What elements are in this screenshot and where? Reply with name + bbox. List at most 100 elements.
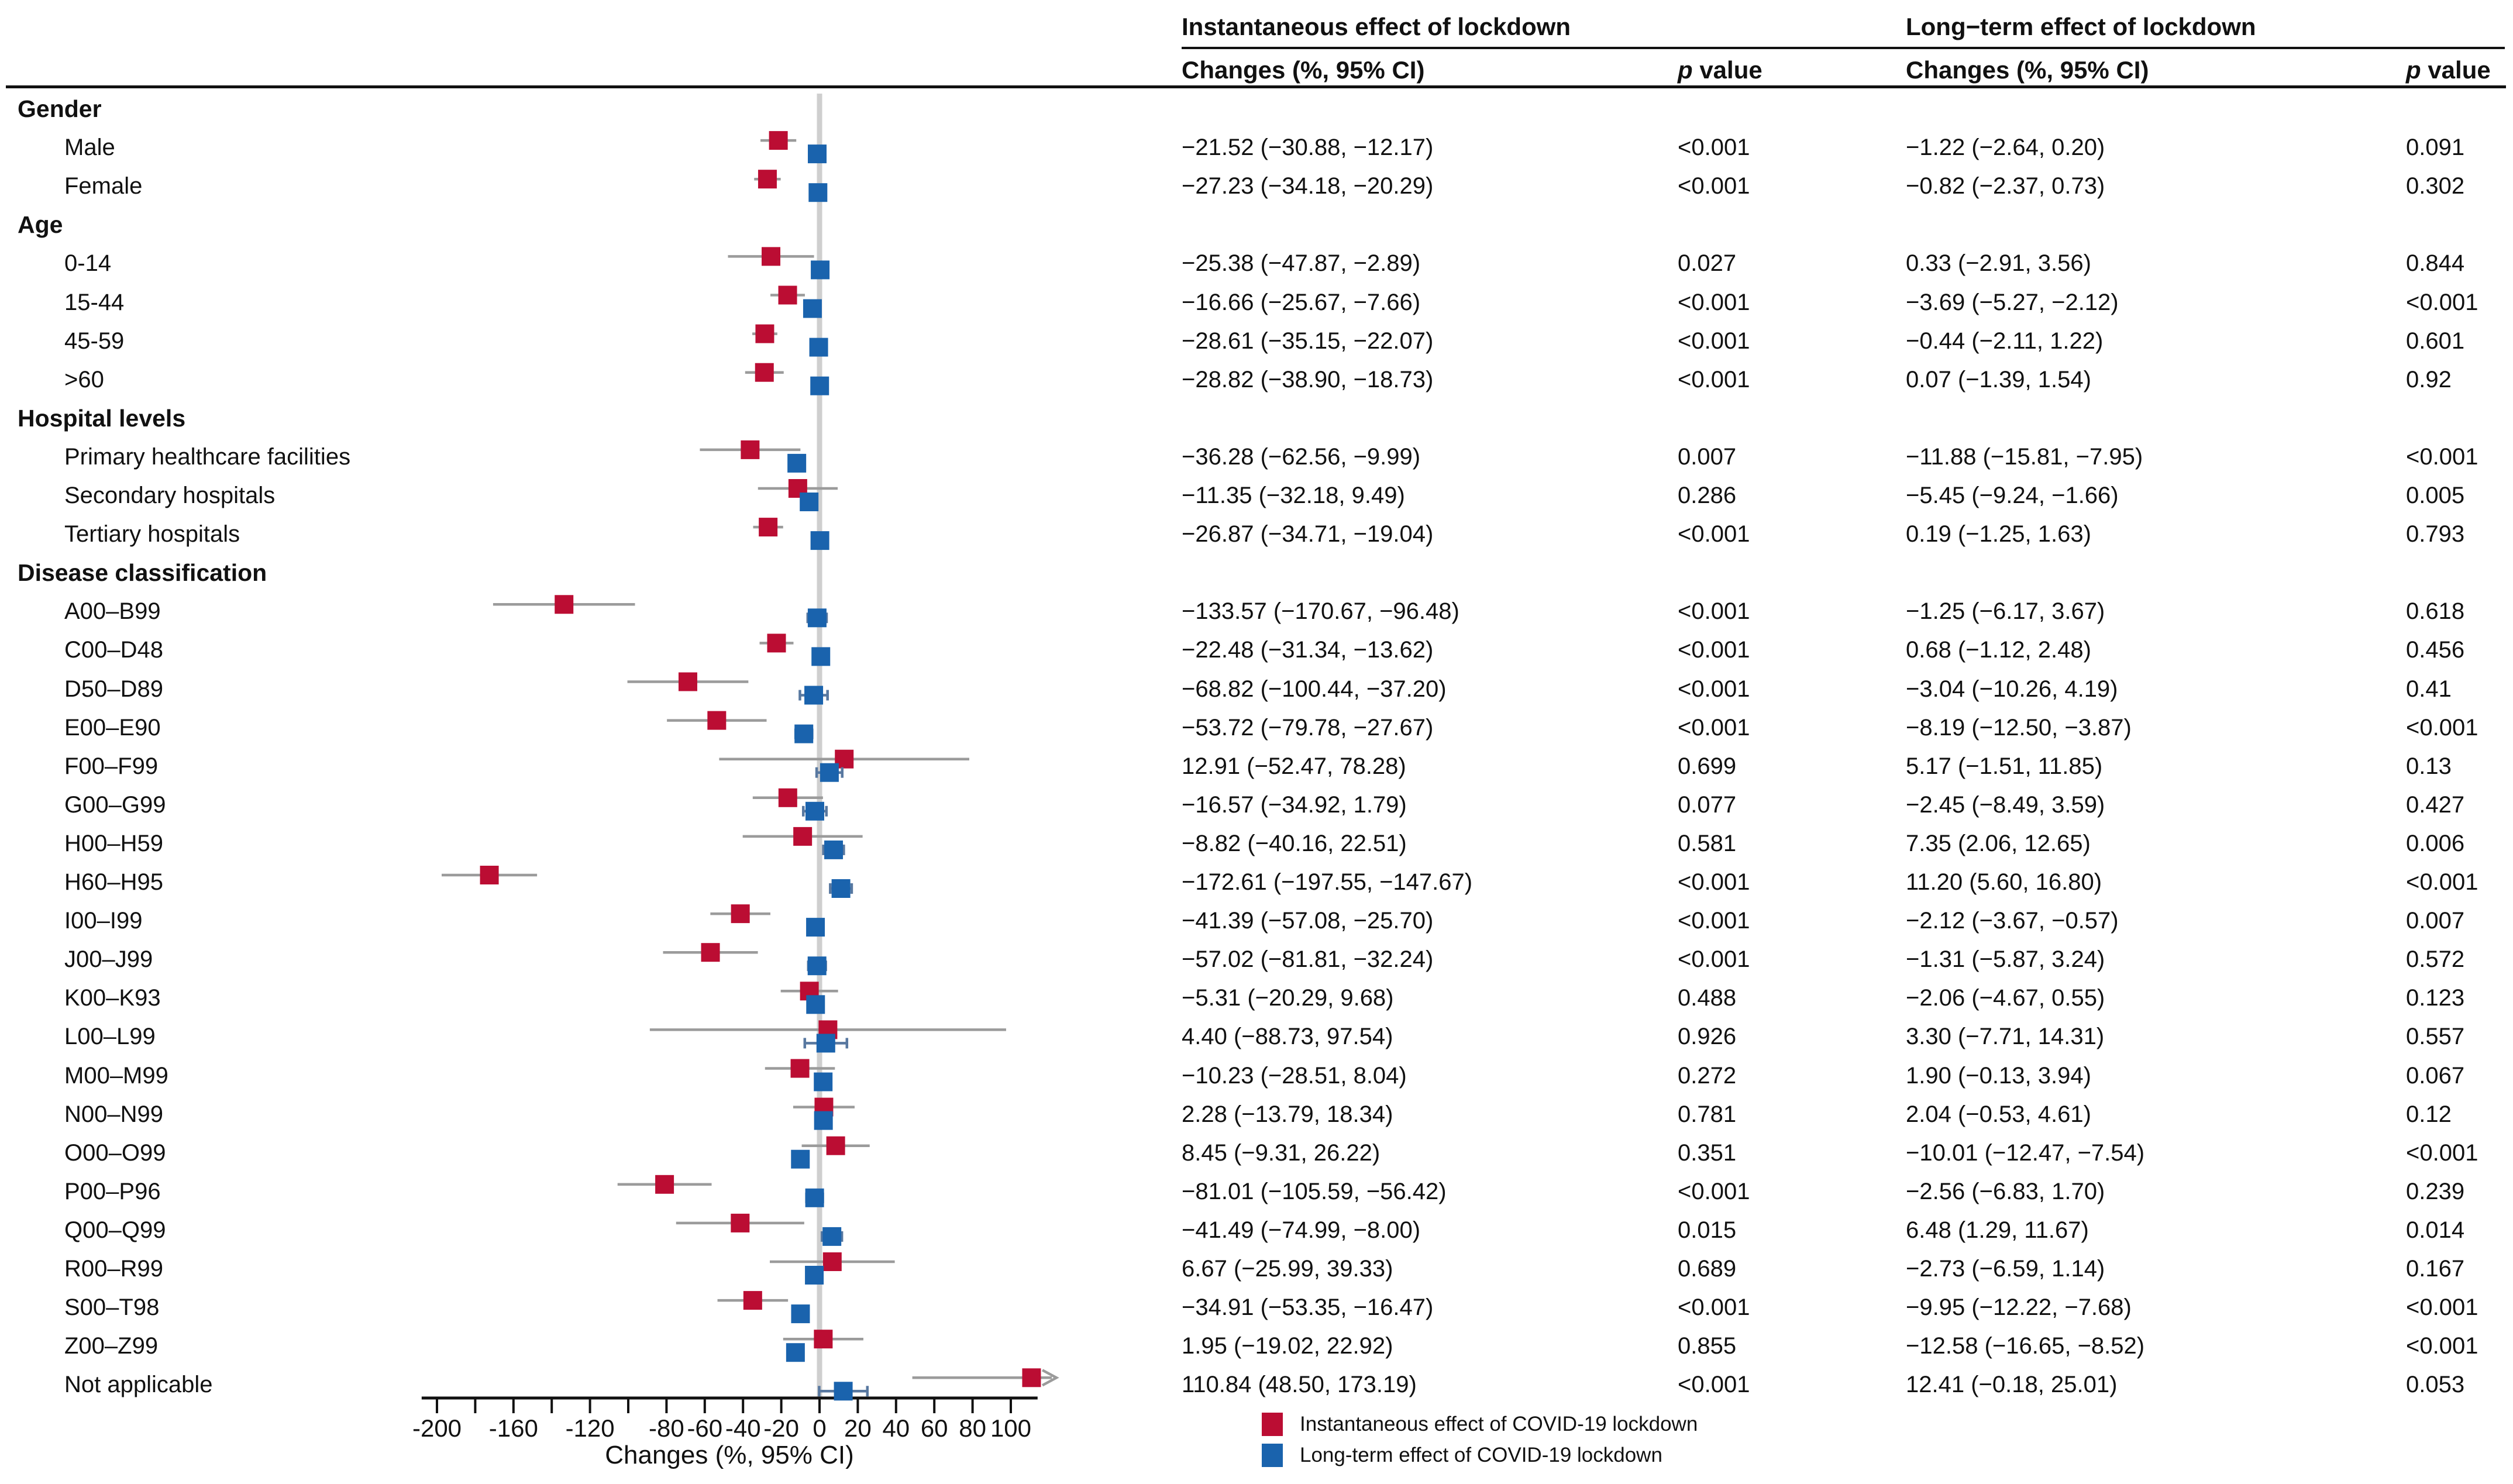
cell-p-instantaneous: <0.001 xyxy=(1678,135,1750,161)
x-axis-tick-label: -60 xyxy=(687,1414,722,1442)
cell-changes-longterm: −0.82 (−2.37, 0.73) xyxy=(1906,173,2105,199)
point-marker-longterm xyxy=(808,144,827,164)
cell-p-instantaneous: 0.272 xyxy=(1678,1062,1737,1089)
point-marker-longterm xyxy=(806,995,825,1014)
point-marker-instantaneous xyxy=(793,827,813,846)
cell-p-instantaneous: 0.007 xyxy=(1678,443,1737,470)
cell-changes-longterm: −1.31 (−5.87, 3.24) xyxy=(1906,946,2105,973)
point-marker-instantaneous xyxy=(678,672,697,691)
header-rule-top xyxy=(1182,47,2505,49)
point-marker-longterm xyxy=(808,183,828,202)
point-marker-instantaneous xyxy=(731,1213,750,1232)
point-marker-instantaneous xyxy=(755,324,774,343)
point-marker-longterm xyxy=(834,1382,853,1401)
cell-p-instantaneous: 0.015 xyxy=(1678,1217,1737,1243)
cell-p-instantaneous: <0.001 xyxy=(1678,598,1750,625)
point-marker-longterm xyxy=(805,1266,824,1285)
x-axis-tick-label: 40 xyxy=(882,1414,910,1442)
cell-changes-longterm: −2.56 (−6.83, 1.70) xyxy=(1906,1178,2105,1204)
cell-changes-longterm: 11.20 (5.60, 16.80) xyxy=(1906,869,2102,895)
cell-p-longterm: 0.92 xyxy=(2406,366,2452,392)
cell-p-longterm: <0.001 xyxy=(2406,1294,2478,1321)
point-marker-instantaneous xyxy=(762,247,781,266)
point-marker-longterm xyxy=(811,647,831,666)
cell-p-instantaneous: <0.001 xyxy=(1678,676,1750,702)
section-header: Hospital levels xyxy=(18,404,186,432)
cell-changes-longterm: 1.90 (−0.13, 3.94) xyxy=(1906,1062,2091,1089)
x-axis-tick-label: 0 xyxy=(813,1414,826,1442)
point-marker-longterm xyxy=(831,879,851,898)
cell-p-longterm: 0.167 xyxy=(2406,1256,2465,1282)
point-marker-longterm xyxy=(791,1304,810,1324)
row-label: Secondary hospitals xyxy=(64,483,276,508)
cell-p-longterm: 0.456 xyxy=(2406,637,2465,663)
section-header: Disease classification xyxy=(18,559,267,587)
x-axis-tick-label: 80 xyxy=(959,1414,986,1442)
point-marker-instantaneous xyxy=(767,633,786,653)
cell-changes-longterm: −10.01 (−12.47, −7.54) xyxy=(1906,1139,2145,1166)
cell-changes-longterm: 6.48 (1.29, 11.67) xyxy=(1906,1217,2089,1243)
cell-changes-longterm: −2.73 (−6.59, 1.14) xyxy=(1906,1256,2105,1282)
cell-changes-longterm: −1.25 (−6.17, 3.67) xyxy=(1906,598,2105,625)
cell-p-longterm: 0.572 xyxy=(2406,946,2465,973)
point-marker-instantaneous xyxy=(741,440,760,459)
row-label: 0-14 xyxy=(64,250,112,277)
cell-changes-instantaneous: −68.82 (−100.44, −37.20) xyxy=(1182,676,1447,702)
cell-p-instantaneous: 0.699 xyxy=(1678,753,1737,779)
cell-p-longterm: 0.618 xyxy=(2406,598,2465,625)
cell-changes-instantaneous: 8.45 (−9.31, 26.22) xyxy=(1182,1139,1381,1166)
cell-p-longterm: 0.601 xyxy=(2406,328,2465,354)
point-marker-instantaneous xyxy=(822,1252,842,1271)
point-marker-instantaneous xyxy=(701,943,720,962)
cell-p-instantaneous: 0.926 xyxy=(1678,1024,1737,1050)
cell-p-longterm: 0.302 xyxy=(2406,173,2465,199)
cell-p-longterm: 0.793 xyxy=(2406,521,2465,548)
col-header-changes-longterm: Changes (%, 95% CI) xyxy=(1906,56,2149,84)
cell-changes-instantaneous: −26.87 (−34.71, −19.04) xyxy=(1182,521,1434,548)
cell-changes-instantaneous: −5.31 (−20.29, 9.68) xyxy=(1182,985,1394,1011)
cell-p-longterm: 0.12 xyxy=(2406,1101,2452,1127)
point-marker-instantaneous xyxy=(778,285,797,305)
cell-p-longterm: 0.557 xyxy=(2406,1024,2465,1050)
row-label: Not applicable xyxy=(64,1372,213,1398)
cell-changes-instantaneous: −10.23 (−28.51, 8.04) xyxy=(1182,1062,1407,1089)
cell-changes-instantaneous: 2.28 (−13.79, 18.34) xyxy=(1182,1101,1393,1127)
cell-p-instantaneous: <0.001 xyxy=(1678,366,1750,392)
point-marker-instantaneous xyxy=(480,866,499,884)
row-label: N00–N99 xyxy=(64,1101,164,1127)
p-word: value xyxy=(2421,56,2491,84)
cell-changes-longterm: 5.17 (−1.51, 11.85) xyxy=(1906,753,2103,779)
x-axis-tick-label: 20 xyxy=(844,1414,872,1442)
point-marker-longterm xyxy=(786,1343,805,1362)
cell-p-longterm: 0.427 xyxy=(2406,791,2465,818)
row-label: Tertiary hospitals xyxy=(64,521,240,548)
cell-p-instantaneous: <0.001 xyxy=(1678,521,1750,548)
point-marker-longterm xyxy=(806,918,825,937)
cell-changes-instantaneous: −81.01 (−105.59, −56.42) xyxy=(1182,1178,1447,1204)
row-label: I00–I99 xyxy=(64,908,143,934)
forest-plot-canvas: -200 -160 -120 -80 -60 -40 -20 0 20 40 60 80 100 xyxy=(412,94,1059,1442)
cell-changes-longterm: 0.68 (−1.12, 2.48) xyxy=(1906,637,2091,663)
cell-changes-longterm: −9.95 (−12.22, −7.68) xyxy=(1906,1294,2132,1321)
cell-changes-instantaneous: −34.91 (−53.35, −16.47) xyxy=(1182,1294,1434,1321)
point-marker-instantaneous xyxy=(707,711,727,730)
point-marker-instantaneous xyxy=(759,518,778,537)
row-label: Q00–Q99 xyxy=(64,1217,166,1243)
cell-p-instantaneous: 0.027 xyxy=(1678,250,1737,277)
header-rule-bottom xyxy=(6,85,2506,88)
cell-changes-instantaneous: −57.02 (−81.81, −32.24) xyxy=(1182,946,1434,973)
col-header-pvalue-longterm: p value xyxy=(2406,54,2491,87)
legend-swatch-instantaneous-icon xyxy=(1262,1413,1283,1436)
cell-changes-instantaneous: −41.39 (−57.08, −25.70) xyxy=(1182,908,1434,934)
point-marker-longterm xyxy=(810,531,829,550)
cell-p-instantaneous: 0.689 xyxy=(1678,1256,1737,1282)
cell-p-instantaneous: <0.001 xyxy=(1678,328,1750,354)
cell-changes-instantaneous: −11.35 (−32.18, 9.49) xyxy=(1182,483,1405,508)
cell-changes-instantaneous: 6.67 (−25.99, 39.33) xyxy=(1182,1256,1393,1282)
cell-p-instantaneous: 0.286 xyxy=(1678,483,1737,508)
row-label: Female xyxy=(64,173,143,199)
point-marker-instantaneous xyxy=(731,904,750,924)
cell-p-longterm: 0.13 xyxy=(2406,753,2452,779)
point-marker-instantaneous xyxy=(743,1291,762,1310)
